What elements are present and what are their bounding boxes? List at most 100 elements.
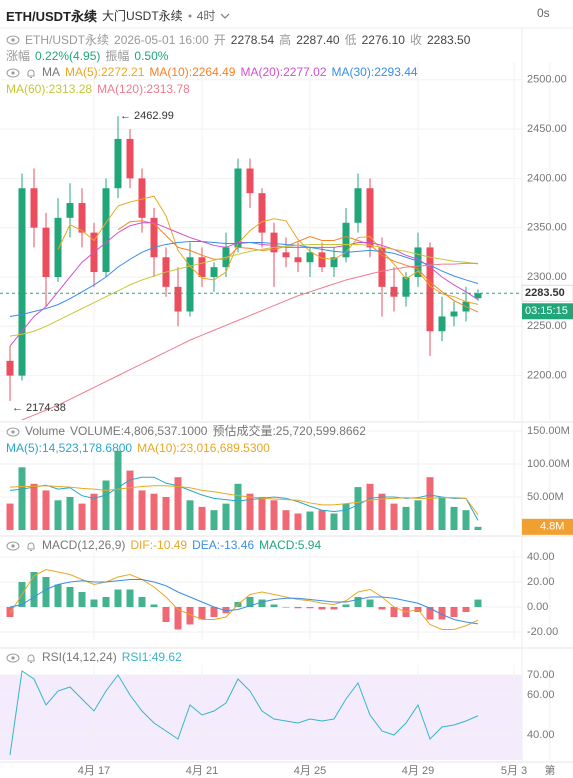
macd-bar xyxy=(426,607,434,620)
macd-bar xyxy=(474,599,482,607)
macd-bar xyxy=(78,592,86,607)
y-tick-label: 100.00M xyxy=(527,458,570,470)
candle-body xyxy=(306,252,314,263)
candle-body xyxy=(330,257,338,268)
y-tick-label: 2500.00 xyxy=(527,74,567,86)
legend-item: MA(60):2313.28 xyxy=(6,82,93,96)
y-tick-label: 2300.00 xyxy=(527,271,567,283)
eye-icon[interactable] xyxy=(6,653,20,663)
volume-bar xyxy=(126,470,134,530)
low-annotation: ← 2174.38 xyxy=(12,402,66,414)
candle-body xyxy=(6,360,14,376)
macd-bar xyxy=(30,572,38,607)
candle-body xyxy=(414,247,422,277)
volume-bar xyxy=(114,450,122,530)
candle-body xyxy=(138,178,146,218)
candle-body xyxy=(174,286,182,312)
eye-icon[interactable] xyxy=(6,541,20,551)
low-label: 低 xyxy=(344,33,357,47)
macd-bar xyxy=(42,577,50,607)
candle-body xyxy=(450,311,458,317)
legend-title: Volume xyxy=(25,424,66,438)
legend-title: RSI(14,12,24) xyxy=(42,650,117,664)
y-tick-label: 60.00 xyxy=(527,689,555,701)
eye-icon[interactable] xyxy=(6,68,20,78)
y-tick-label: 150.00M xyxy=(527,425,570,437)
legend-value: MACD:5.94 xyxy=(259,538,322,552)
legend-item: MA(120):2313.78 xyxy=(97,82,190,96)
candle-body xyxy=(246,168,254,194)
bell-icon[interactable] xyxy=(25,652,37,664)
market[interactable]: 大门USDT永续 xyxy=(102,9,183,23)
volume-bar xyxy=(42,490,50,530)
interval[interactable]: 4时 xyxy=(196,9,216,23)
open-label: 开 xyxy=(213,33,226,47)
series-line xyxy=(117,220,479,313)
legend-item: MA(10):23,016,689.5300 xyxy=(137,441,270,455)
change-label: 涨幅 xyxy=(6,49,31,63)
macd-bar xyxy=(198,607,206,620)
chevron[interactable] xyxy=(220,12,230,20)
rsi-band xyxy=(0,675,522,760)
series-line xyxy=(9,240,479,317)
volume-bar xyxy=(426,477,434,530)
refresh[interactable]: 0s xyxy=(537,6,550,20)
series-line xyxy=(9,670,479,756)
eye-icon[interactable] xyxy=(6,427,20,437)
volume-bar xyxy=(294,513,302,530)
legend-item: MA(10):2264.49 xyxy=(149,65,236,79)
y-tick-label: 50.00M xyxy=(527,491,564,503)
volume-bar xyxy=(390,503,398,530)
y-tick-label: 2350.00 xyxy=(527,222,567,234)
macd-bar xyxy=(6,607,14,617)
macd-bar xyxy=(258,599,266,607)
rsi-legend: RSI(14,12,24) RSI1:49.62 xyxy=(6,649,486,666)
legend-item: DEA:-13.46 xyxy=(192,538,255,552)
top-bar: ETH/USDT永续 大门USDT永续 4时 xyxy=(6,6,230,25)
symbol[interactable]: ETH/USDT永续 xyxy=(6,9,98,24)
y-tick-label: 70.00 xyxy=(527,669,555,681)
volume-bar xyxy=(162,497,170,530)
volume-bar xyxy=(258,497,266,530)
legend-title: MACD(12,26,9) xyxy=(42,538,126,552)
volume-bar xyxy=(402,506,410,530)
bell-icon[interactable] xyxy=(25,540,37,552)
macd-bar xyxy=(330,607,338,610)
eye-icon[interactable] xyxy=(6,35,20,45)
volume-bar xyxy=(246,493,254,530)
macd-bar xyxy=(450,607,458,617)
macd-bar xyxy=(174,607,182,630)
low-value: 2276.10 xyxy=(361,32,405,47)
legend-item: MA(5):14,523,178.6800 xyxy=(6,441,133,455)
amplitude-value: 0.50% xyxy=(134,48,169,63)
series-line xyxy=(9,243,479,337)
last-volume-label: 4.8M xyxy=(540,521,564,533)
x-tick-label: 第 xyxy=(545,763,556,777)
ma-legend: MA MA(5):2272.21 MA(10):2264.49 MA(20):2277… xyxy=(6,64,486,98)
bell-icon[interactable] xyxy=(25,67,37,79)
volume-bar xyxy=(150,493,158,530)
dot xyxy=(188,14,192,17)
series-line xyxy=(57,195,479,305)
volume-bar xyxy=(6,503,14,530)
volume-bar xyxy=(270,500,278,530)
y-tick-label: 0.00 xyxy=(527,601,548,613)
close-value: 2283.50 xyxy=(427,32,471,47)
volume-bar xyxy=(342,503,350,530)
volume-bar xyxy=(210,510,218,530)
macd-bar xyxy=(138,597,146,607)
candle-body xyxy=(474,293,482,299)
macd-bar xyxy=(390,607,398,617)
macd-bar xyxy=(150,604,158,607)
candle-body xyxy=(66,203,74,218)
candle-body xyxy=(354,188,362,223)
high-value: 2287.40 xyxy=(296,32,340,47)
plot-area xyxy=(6,568,482,630)
macd-bar xyxy=(126,589,134,607)
macd-bar xyxy=(294,607,302,609)
volume-bar xyxy=(330,513,338,530)
candle-body xyxy=(114,138,122,189)
high-label: 高 xyxy=(279,33,292,47)
candle-body xyxy=(318,252,326,268)
